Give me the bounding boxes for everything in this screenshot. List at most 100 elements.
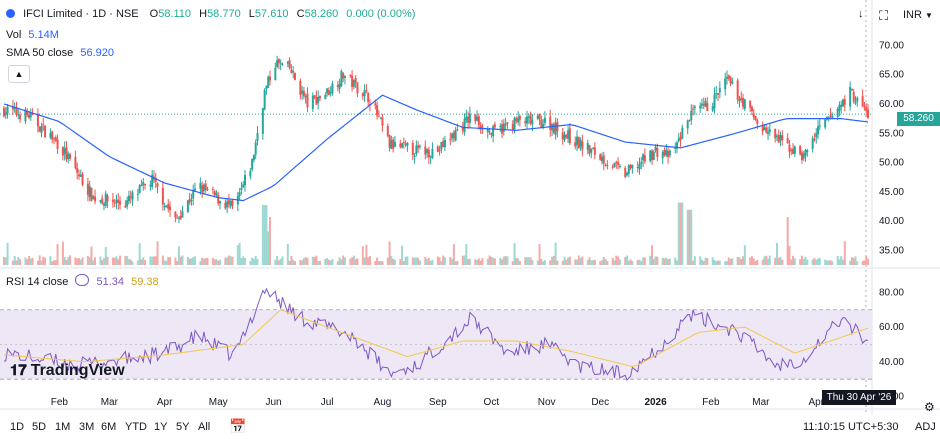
volume-bar bbox=[326, 257, 329, 265]
sma-legend[interactable]: SMA 50 close 56.920 bbox=[6, 47, 114, 59]
candle-body bbox=[454, 130, 457, 141]
candle-body bbox=[456, 129, 459, 131]
candle-body bbox=[804, 149, 807, 156]
time-tick-label: Mar bbox=[101, 397, 119, 408]
volume-bar bbox=[52, 260, 55, 265]
candle-body bbox=[199, 183, 202, 189]
range-1y[interactable]: 1Y bbox=[154, 421, 168, 433]
volume-bar bbox=[343, 257, 346, 265]
volume-bar bbox=[349, 258, 352, 265]
volume-bar bbox=[549, 260, 552, 265]
candle-body bbox=[706, 103, 709, 111]
volume-bar bbox=[201, 257, 204, 265]
crosshair-date-tag: Thu 30 Apr '26 bbox=[822, 390, 896, 405]
volume-bar bbox=[399, 259, 402, 265]
arrow-down-icon[interactable]: ↓ bbox=[858, 8, 864, 20]
range-3m[interactable]: 3M bbox=[79, 421, 95, 433]
volume-bar bbox=[767, 258, 770, 265]
volume-bar bbox=[536, 260, 539, 265]
candle-body bbox=[286, 61, 289, 64]
currency-selector[interactable]: INR ▼ bbox=[903, 9, 933, 21]
range-6m[interactable]: 6M bbox=[101, 421, 117, 433]
volume-bar bbox=[51, 261, 54, 265]
volume-bar bbox=[613, 260, 616, 265]
candle-body bbox=[113, 202, 116, 204]
candle-body bbox=[567, 130, 570, 140]
rsi-legend[interactable]: RSI 14 close 51.34 59.38 bbox=[6, 274, 159, 288]
candle-body bbox=[243, 175, 246, 186]
candle-body bbox=[765, 127, 768, 133]
candle-body bbox=[6, 106, 9, 114]
time-tick-label: 2026 bbox=[644, 397, 667, 408]
time-tick-label: Apr bbox=[808, 397, 824, 408]
candle-body bbox=[777, 134, 780, 143]
candle-body bbox=[379, 117, 382, 119]
volume-bar bbox=[554, 242, 557, 265]
candle-body bbox=[511, 124, 514, 130]
range-ytd[interactable]: YTD bbox=[125, 421, 147, 433]
volume-legend[interactable]: Vol 5.14M bbox=[6, 29, 59, 41]
volume-bar bbox=[606, 260, 609, 265]
volume-bar bbox=[144, 260, 147, 265]
time-tick-label: Aug bbox=[374, 397, 392, 408]
volume-bar bbox=[154, 256, 157, 265]
candle-body bbox=[204, 183, 207, 191]
volume-bar bbox=[552, 255, 555, 265]
volume-bar bbox=[724, 261, 727, 265]
candle-body bbox=[238, 192, 241, 196]
candle-body bbox=[26, 111, 29, 116]
date-range-calendar-icon[interactable]: 📅 bbox=[229, 418, 247, 434]
candle-body bbox=[268, 76, 271, 81]
volume-bar bbox=[206, 257, 209, 265]
candle-body bbox=[127, 195, 130, 202]
candle-body bbox=[479, 125, 482, 129]
range-5y[interactable]: 5Y bbox=[176, 421, 190, 433]
collapse-legend-button[interactable]: ▲ bbox=[8, 65, 30, 83]
range-5d[interactable]: 5D bbox=[32, 421, 47, 433]
volume-bar bbox=[786, 217, 789, 265]
candle-body bbox=[19, 115, 22, 120]
volume-bar bbox=[163, 260, 166, 265]
candle-body bbox=[342, 73, 345, 79]
candle-body bbox=[813, 139, 816, 141]
volume-bar bbox=[777, 257, 780, 265]
volume-bar bbox=[115, 256, 118, 265]
candle-body bbox=[715, 92, 718, 94]
volume-bar bbox=[592, 259, 595, 265]
volume-bar bbox=[643, 257, 646, 265]
range-1m[interactable]: 1M bbox=[55, 421, 71, 433]
candle-body bbox=[699, 105, 702, 109]
candle-body bbox=[593, 147, 596, 155]
volume-bar bbox=[551, 256, 554, 265]
clock-time[interactable]: 11:10:15 UTC+5:30 bbox=[803, 421, 899, 433]
candle-body bbox=[301, 90, 304, 94]
range-all[interactable]: All bbox=[198, 421, 211, 433]
candle-body bbox=[156, 183, 159, 187]
candle-body bbox=[27, 114, 30, 118]
candle-body bbox=[665, 149, 668, 156]
fullscreen-icon[interactable]: ⛶ bbox=[879, 8, 889, 23]
volume-bar bbox=[793, 258, 796, 265]
symbol-title[interactable]: IFCI Limited · 1D · NSE bbox=[23, 8, 139, 20]
candle-body bbox=[49, 133, 52, 138]
candle-body bbox=[515, 118, 518, 121]
settings-gear-icon[interactable]: ⚙ bbox=[924, 400, 935, 414]
volume-bar bbox=[279, 258, 282, 265]
candle-body bbox=[227, 200, 230, 205]
adjust-toggle[interactable]: ADJ bbox=[915, 421, 936, 433]
volume-bar bbox=[761, 259, 764, 265]
volume-bar bbox=[727, 257, 730, 265]
candle-body bbox=[651, 150, 653, 161]
volume-bar bbox=[717, 260, 720, 265]
volume-bar bbox=[79, 259, 82, 265]
candle-body bbox=[736, 80, 739, 100]
volume-bar bbox=[352, 255, 355, 265]
volume-bar bbox=[604, 259, 607, 265]
volume-bar bbox=[3, 257, 5, 265]
volume-bar bbox=[6, 242, 9, 265]
volume-bar bbox=[704, 257, 707, 265]
candle-body bbox=[718, 88, 721, 93]
range-1d[interactable]: 1D bbox=[10, 421, 25, 433]
volume-bar bbox=[227, 255, 230, 265]
